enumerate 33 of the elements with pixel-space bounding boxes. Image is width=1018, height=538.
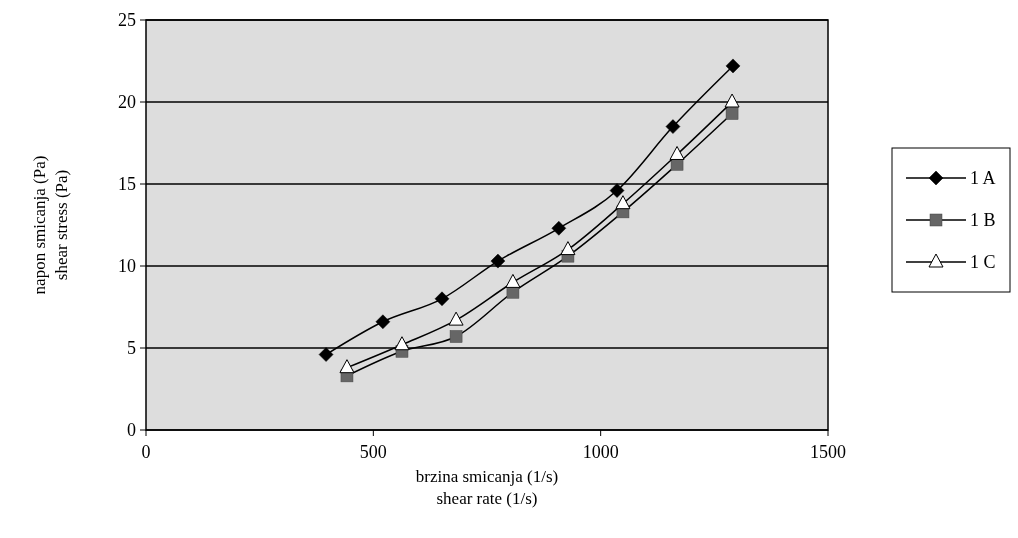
point xyxy=(725,58,741,74)
legend-label: 1 C xyxy=(970,252,996,273)
x-axis-title: brzina smicanja (1/s) shear rate (1/s) xyxy=(415,467,559,508)
point xyxy=(609,183,625,198)
point xyxy=(505,273,521,288)
point xyxy=(339,359,355,374)
x-tick-label: 0 xyxy=(141,442,151,462)
point xyxy=(724,93,740,108)
x-tick-label: 500 xyxy=(359,442,387,462)
y-tick-label: 20 xyxy=(118,92,136,113)
point xyxy=(560,241,576,256)
point xyxy=(615,195,631,210)
x-tick-label: 1000 xyxy=(582,442,619,462)
point xyxy=(318,347,334,362)
point xyxy=(725,107,739,120)
point xyxy=(434,291,450,307)
legend-label: 1 A xyxy=(970,168,996,189)
y-tick-label: 0 xyxy=(127,420,136,441)
point xyxy=(665,119,681,134)
point xyxy=(448,311,464,326)
y-tick-label: 5 xyxy=(127,338,136,359)
x-tick-label: 1500 xyxy=(810,442,846,462)
point xyxy=(394,336,410,351)
y-axis-title: napon smicanja (Pa) shear stress (Pa) xyxy=(30,155,71,295)
point xyxy=(449,330,463,343)
y-tick-label: 10 xyxy=(118,256,136,277)
point xyxy=(490,253,506,269)
y-tick-label: 25 xyxy=(118,10,136,31)
legend-label: 1 B xyxy=(970,210,996,231)
point xyxy=(551,221,567,236)
y-tick-label: 15 xyxy=(118,174,136,195)
point xyxy=(669,145,685,160)
point xyxy=(375,314,391,330)
